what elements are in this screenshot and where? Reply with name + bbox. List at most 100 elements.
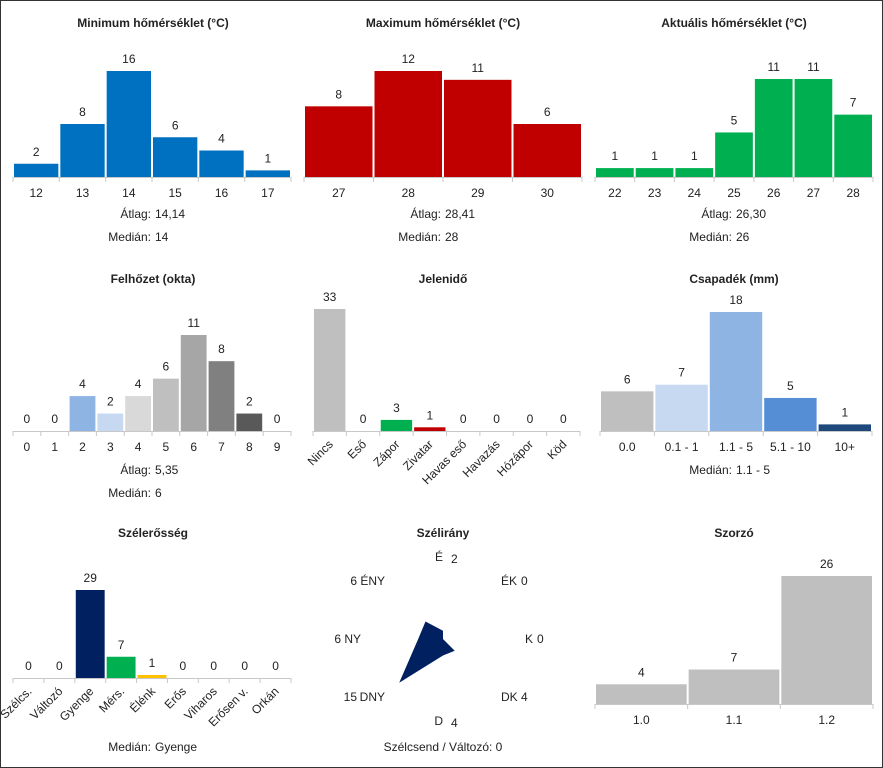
tick-label: 2 xyxy=(79,440,86,454)
bar xyxy=(208,361,235,431)
chart-title: Felhőzet (okta) xyxy=(111,272,196,286)
bar xyxy=(106,656,136,678)
tick-label: 23 xyxy=(648,186,662,200)
tick-label: 1.0 xyxy=(633,713,650,727)
chart-wx: Jelenidő33Nincs0Eső3Zápor1Zivatar0Havas … xyxy=(305,272,581,487)
data-label: 1 xyxy=(612,149,619,163)
tick-label: 0 xyxy=(24,440,31,454)
data-label: 11 xyxy=(767,60,780,74)
chart-cloud: Felhőzet (okta) 0 0 0 1 4 2 2 3 4 4 6 5 11 6 8 7 2 8 0 9 Átla… xyxy=(12,272,292,500)
bar xyxy=(305,106,373,177)
stat-label: Medián: xyxy=(108,230,151,244)
data-label: 5 xyxy=(787,379,794,393)
chart-title: Szélerősség xyxy=(118,526,188,540)
data-label: 33 xyxy=(323,290,337,304)
chart-title: Szorzó xyxy=(714,526,753,540)
direction-label: DK xyxy=(501,690,518,704)
data-label: 11 xyxy=(472,61,485,75)
chart-max: Maximum hőmérséklet (°C) 8 27 12 28 11 29 6 30 Át… xyxy=(303,16,583,244)
chart-title: Maximum hőmérséklet (°C) xyxy=(366,16,520,30)
data-label: 7 xyxy=(850,96,857,110)
direction-value: 4 xyxy=(521,690,528,704)
bar xyxy=(764,397,817,431)
bar xyxy=(834,114,872,177)
data-label: 4 xyxy=(638,665,645,679)
bar xyxy=(75,590,105,678)
bar xyxy=(688,669,780,704)
bar xyxy=(596,168,634,177)
tick-label: 0.1 - 1 xyxy=(665,440,699,454)
stat-label: Átlag: xyxy=(701,206,732,221)
bar xyxy=(818,424,871,431)
tick-label: 10+ xyxy=(835,440,855,454)
data-label: 0 xyxy=(24,412,31,426)
stat-label: Átlag: xyxy=(120,462,151,477)
data-label: 0 xyxy=(51,412,58,426)
tick-label: Erős xyxy=(162,684,189,711)
bar xyxy=(180,335,207,431)
bar xyxy=(655,384,708,431)
tick-label: 15 xyxy=(168,186,182,200)
data-label: 1 xyxy=(149,656,156,670)
direction-value: 6 xyxy=(334,632,341,646)
bar xyxy=(444,79,512,177)
tick-label: Hózápor xyxy=(494,437,536,479)
chart-title: Jelenidő xyxy=(419,272,468,286)
tick-label: 17 xyxy=(261,186,275,200)
direction-label: ÉNY xyxy=(360,573,385,588)
data-label: 29 xyxy=(84,571,98,585)
data-label: 11 xyxy=(807,60,820,74)
bar xyxy=(314,309,346,431)
bar xyxy=(513,124,581,177)
chart-mult: Szorzó 4 1.0 7 1.1 26 1.2 xyxy=(594,526,874,727)
stat-value: Gyenge xyxy=(155,740,197,754)
direction-label: NY xyxy=(344,632,361,646)
stat-value: 26 xyxy=(736,230,750,244)
data-label: 0 xyxy=(25,659,32,673)
tick-label: Orkán xyxy=(249,684,282,717)
tick-label: Nincs xyxy=(305,437,336,468)
chart-wspd: Szélerősség0Szélcs.0Változó29Gyenge7Mérs… xyxy=(1,526,292,754)
data-label: 6 xyxy=(624,372,631,386)
tick-label: 1.1 xyxy=(726,713,743,727)
tick-label: Élénk xyxy=(126,683,159,716)
data-label: 4 xyxy=(79,377,86,391)
bar xyxy=(596,684,687,704)
direction-label: É xyxy=(435,549,443,564)
tick-label: 30 xyxy=(541,186,555,200)
direction-value: 15 xyxy=(344,690,358,704)
data-label: 0 xyxy=(56,659,63,673)
direction-value: 2 xyxy=(451,552,458,566)
tick-label: 27 xyxy=(332,186,346,200)
stat-label: Medián: xyxy=(108,740,151,754)
data-label: 8 xyxy=(218,342,225,356)
tick-label: 5 xyxy=(163,440,170,454)
tick-label: Gyenge xyxy=(57,684,97,724)
stat-value: 1.1 - 5 xyxy=(736,463,770,477)
data-label: 1 xyxy=(841,405,848,419)
bar xyxy=(69,396,96,431)
stat-label: Átlag: xyxy=(120,206,151,221)
direction-label: K xyxy=(525,632,533,646)
tick-label: 25 xyxy=(727,186,741,200)
bar xyxy=(97,413,124,431)
data-label: 16 xyxy=(122,52,136,66)
tick-label: 1 xyxy=(51,440,58,454)
direction-value: 6 xyxy=(350,574,357,588)
bar xyxy=(14,163,59,177)
tick-label: 13 xyxy=(76,186,90,200)
wind-rose-area xyxy=(399,621,455,683)
data-label: 0 xyxy=(493,412,500,426)
data-label: 0 xyxy=(180,659,187,673)
tick-label: Zápor xyxy=(370,437,402,469)
data-label: 0 xyxy=(241,659,248,673)
tick-label: 26 xyxy=(767,186,781,200)
stat-label: Átlag: xyxy=(410,206,441,221)
chart-title: Aktuális hőmérséklet (°C) xyxy=(661,16,807,30)
data-label: 0 xyxy=(560,412,567,426)
tick-label: 5.1 - 10 xyxy=(770,440,811,454)
data-label: 0 xyxy=(360,412,367,426)
data-label: 1 xyxy=(264,151,271,165)
